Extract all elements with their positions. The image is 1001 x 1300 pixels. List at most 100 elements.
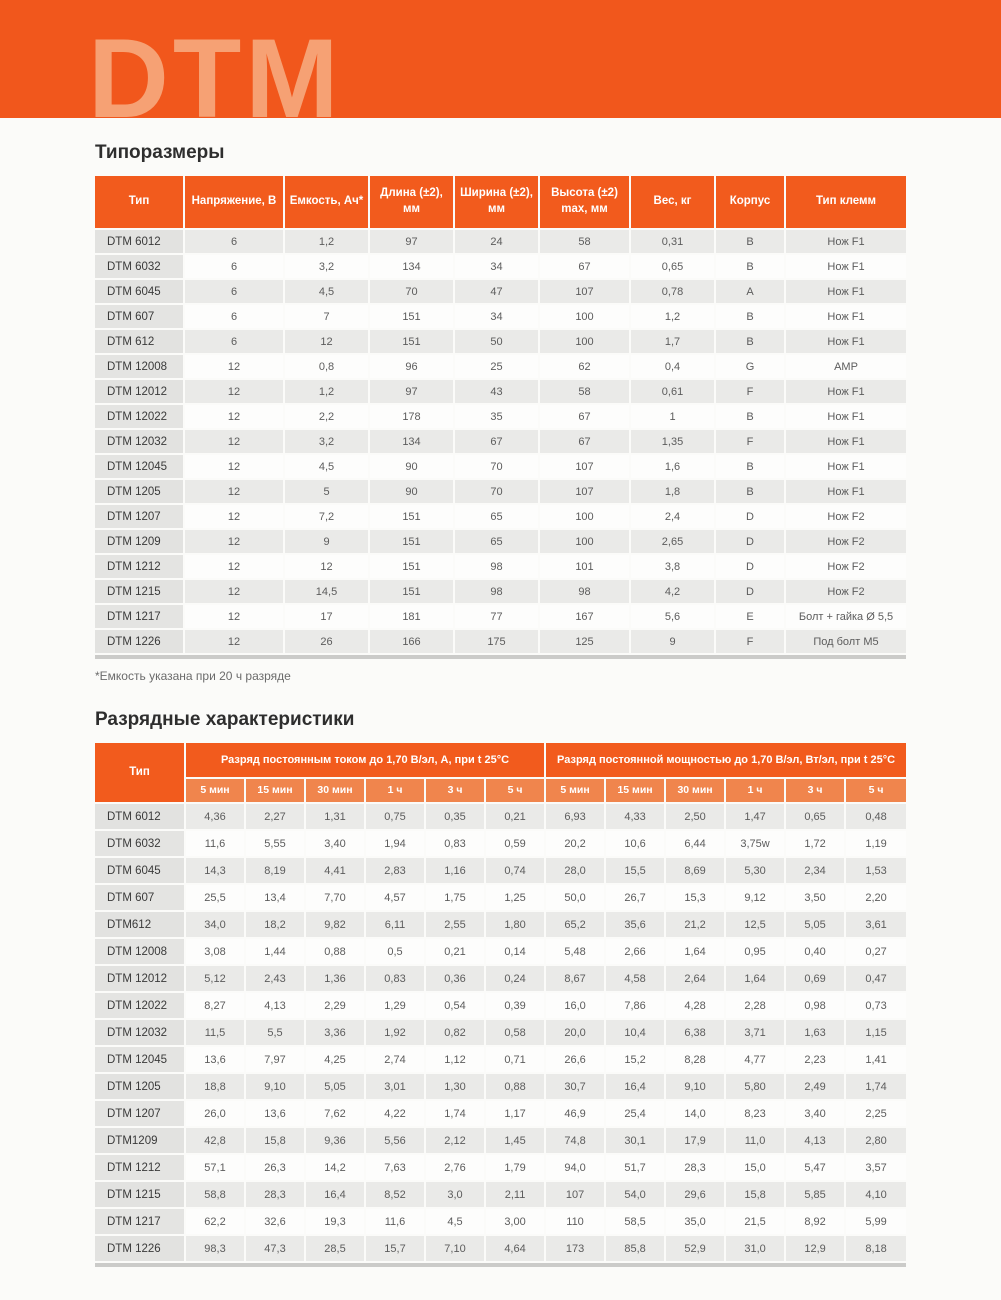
data-cell: 35,0 (666, 1209, 727, 1236)
constant-current-group-header: Разряд постоянным током до 1,70 В/эл, А,… (186, 743, 547, 779)
table-row: DTM 1207 12 7,2 151 65 100 2,4 D Нож F2 (95, 505, 906, 530)
data-cell: 4,77 (726, 1047, 787, 1074)
table-row: DTM 6032 11,6 5,55 3,40 1,94 0,83 0,59 20,2 10,6… (95, 831, 907, 858)
data-cell: 43 (455, 380, 540, 405)
data-cell: 110 (546, 1209, 607, 1236)
data-cell: 0,48 (846, 804, 907, 831)
data-cell: 29,6 (666, 1182, 727, 1209)
data-cell: 11,6 (186, 831, 246, 858)
row-type-cell: DTM 6032 (95, 831, 186, 858)
time-column-header: 5 мин (546, 779, 607, 804)
data-cell: D (716, 555, 786, 580)
data-cell: 100 (540, 305, 631, 330)
data-cell: 0,61 (631, 380, 716, 405)
table-row: DTM 1215 58,8 28,3 16,4 8,52 3,0 2,11 107 54,0 29… (95, 1182, 907, 1209)
data-cell: 12 (285, 330, 370, 355)
data-cell: 11,0 (726, 1128, 787, 1155)
data-cell: 4,2 (631, 580, 716, 605)
data-cell: 1,64 (726, 966, 787, 993)
data-cell: 94,0 (546, 1155, 607, 1182)
discharge-group-header-row: Тип Разряд постоянным током до 1,70 В/эл… (95, 743, 907, 804)
column-header: Длина (±2), мм (370, 176, 455, 230)
data-cell: 6 (185, 330, 285, 355)
data-cell: 47 (455, 280, 540, 305)
data-cell: 8,23 (726, 1101, 787, 1128)
data-cell: 1,36 (306, 966, 366, 993)
data-cell: 6 (185, 305, 285, 330)
data-cell: 1,80 (486, 912, 547, 939)
data-cell: 2,12 (426, 1128, 486, 1155)
table-row: DTM 1207 26,0 13,6 7,62 4,22 1,74 1,17 46,9 25,4… (95, 1101, 907, 1128)
data-cell: 25 (455, 355, 540, 380)
data-cell: 0,75 (366, 804, 426, 831)
data-cell: 100 (540, 505, 631, 530)
data-cell: 5,6 (631, 605, 716, 630)
data-cell: 15,3 (666, 885, 727, 912)
data-cell: 1,94 (366, 831, 426, 858)
data-cell: 5,05 (306, 1074, 366, 1101)
data-cell: 26,6 (546, 1047, 607, 1074)
column-header: Напряжение, В (185, 176, 285, 230)
data-cell: 5 (285, 480, 370, 505)
data-cell: 8,18 (846, 1236, 907, 1263)
row-type-cell: DTM 6045 (95, 858, 186, 885)
data-cell: 2,27 (246, 804, 306, 831)
data-cell: 0,8 (285, 355, 370, 380)
data-cell: 0,58 (486, 1020, 547, 1047)
data-cell: 85,8 (606, 1236, 667, 1263)
table-row: DTM 1212 57,1 26,3 14,2 7,63 2,76 1,79 94,0 51,7… (95, 1155, 907, 1182)
time-column-header: 5 мин (186, 779, 246, 804)
data-cell: 6,11 (366, 912, 426, 939)
page-content: Типоразмеры Тип Напряжение, В Емкость, Ач*… (0, 142, 1001, 1267)
table-row: DTM 1226 12 26 166 175 125 9 F Под болт М5 (95, 630, 906, 655)
data-cell: 3,2 (285, 430, 370, 455)
data-cell: 21,2 (666, 912, 727, 939)
data-cell: 6 (185, 255, 285, 280)
row-type-cell: DTM 612 (95, 330, 185, 355)
data-cell: 5,55 (246, 831, 306, 858)
column-header: Ширина (±2), мм (455, 176, 540, 230)
data-cell: 26,3 (246, 1155, 306, 1182)
data-cell: 0,36 (426, 966, 486, 993)
table-row: DTM 12008 3,08 1,44 0,88 0,5 0,21 0,14 5,48 2,66… (95, 939, 907, 966)
row-type-cell: DTM 1217 (95, 1209, 186, 1236)
data-cell: 2,34 (786, 858, 847, 885)
table-row: DTM 1205 18,8 9,10 5,05 3,01 1,30 0,88 30,7 16,4… (95, 1074, 907, 1101)
data-cell: 4,64 (486, 1236, 547, 1263)
time-column-header: 1 ч (726, 779, 787, 804)
data-cell: 3,00 (486, 1209, 547, 1236)
data-cell: 6 (185, 230, 285, 255)
data-cell: 35 (455, 405, 540, 430)
data-cell: AMP (786, 355, 906, 380)
sizes-section-title: Типоразмеры (95, 142, 225, 163)
data-cell: 26 (285, 630, 370, 655)
data-cell: 107 (546, 1182, 607, 1209)
time-column-header: 5 ч (846, 779, 907, 804)
data-cell: 1,35 (631, 430, 716, 455)
data-cell: 0,21 (426, 939, 486, 966)
data-cell: 1,74 (426, 1101, 486, 1128)
data-cell: 96 (370, 355, 455, 380)
data-cell: 2,76 (426, 1155, 486, 1182)
data-cell: 47,3 (246, 1236, 306, 1263)
data-cell: 3,2 (285, 255, 370, 280)
row-type-cell: DTM 1212 (95, 1155, 186, 1182)
time-column-header: 5 ч (486, 779, 547, 804)
data-cell: 58,8 (186, 1182, 246, 1209)
data-cell: 2,64 (666, 966, 727, 993)
data-cell: A (716, 280, 786, 305)
data-cell: 9,12 (726, 885, 787, 912)
data-cell: 4,58 (606, 966, 667, 993)
row-type-cell: DTM 6045 (95, 280, 185, 305)
table-row: DTM1209 42,8 15,8 9,36 5,56 2,12 1,45 74,8 30,1 1… (95, 1128, 907, 1155)
data-cell: 5,30 (726, 858, 787, 885)
data-cell: 0,24 (486, 966, 547, 993)
row-type-cell: DTM 1226 (95, 630, 185, 655)
data-cell: 1,64 (666, 939, 727, 966)
data-cell: Нож F2 (786, 555, 906, 580)
data-cell: 25,5 (186, 885, 246, 912)
table-row: DTM 12045 13,6 7,97 4,25 2,74 1,12 0,71 26,6 15,… (95, 1047, 907, 1074)
data-cell: 20,2 (546, 831, 607, 858)
data-cell: 4,33 (606, 804, 667, 831)
column-header: Высота (±2) max, мм (540, 176, 631, 230)
